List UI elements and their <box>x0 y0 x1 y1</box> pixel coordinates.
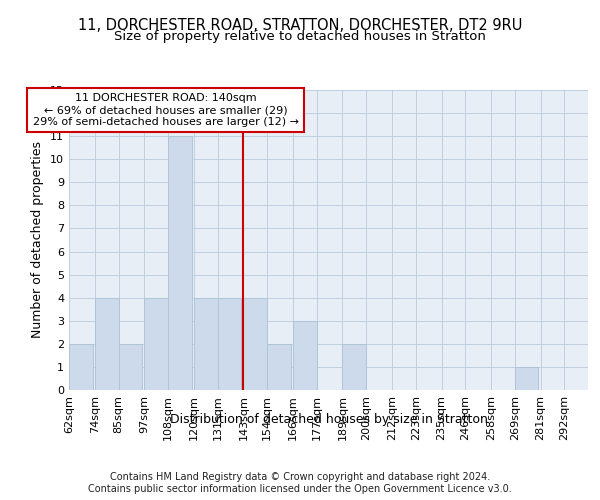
Text: Contains public sector information licensed under the Open Government Licence v3: Contains public sector information licen… <box>88 484 512 494</box>
Bar <box>119 344 142 390</box>
Bar <box>267 344 291 390</box>
Text: 11 DORCHESTER ROAD: 140sqm
← 69% of detached houses are smaller (29)
29% of semi: 11 DORCHESTER ROAD: 140sqm ← 69% of deta… <box>33 94 299 126</box>
Text: Contains HM Land Registry data © Crown copyright and database right 2024.: Contains HM Land Registry data © Crown c… <box>110 472 490 482</box>
Bar <box>218 298 241 390</box>
Bar <box>69 344 92 390</box>
Bar <box>244 298 267 390</box>
Bar <box>515 367 538 390</box>
Text: Size of property relative to detached houses in Stratton: Size of property relative to detached ho… <box>114 30 486 43</box>
Bar <box>293 321 317 390</box>
Bar <box>194 298 218 390</box>
Bar <box>168 136 192 390</box>
Bar <box>343 344 366 390</box>
Text: Distribution of detached houses by size in Stratton: Distribution of detached houses by size … <box>170 412 488 426</box>
Bar <box>145 298 168 390</box>
Bar <box>95 298 119 390</box>
Y-axis label: Number of detached properties: Number of detached properties <box>31 142 44 338</box>
Text: 11, DORCHESTER ROAD, STRATTON, DORCHESTER, DT2 9RU: 11, DORCHESTER ROAD, STRATTON, DORCHESTE… <box>78 18 522 32</box>
